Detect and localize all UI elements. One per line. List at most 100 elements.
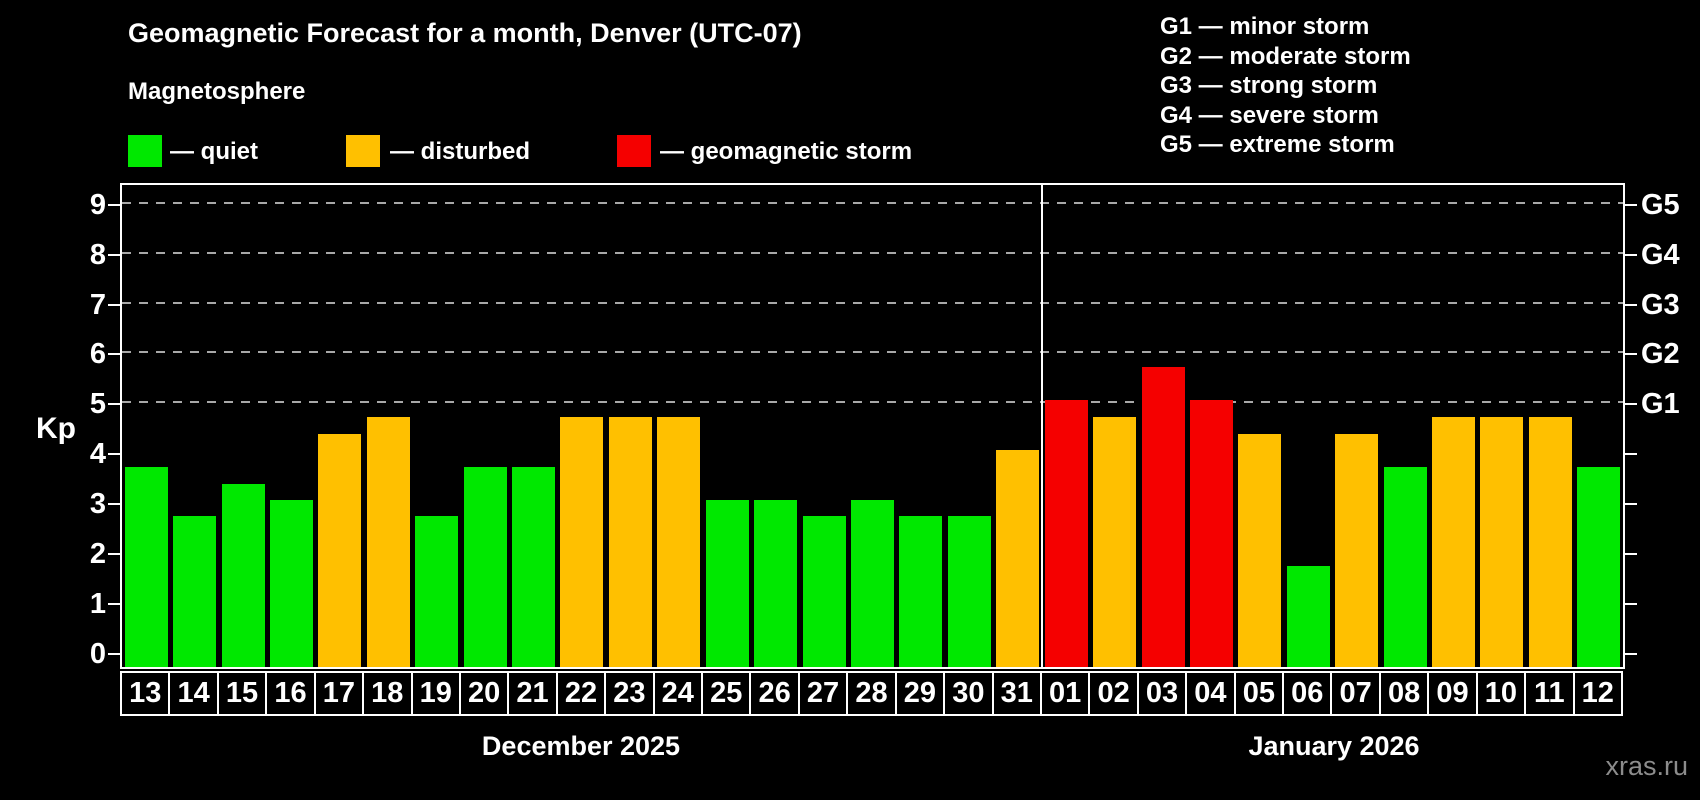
y-tick-label-3: 3 bbox=[89, 488, 106, 520]
kp-bar-jan-12 bbox=[1577, 466, 1621, 667]
kp-bar-dec-25 bbox=[705, 500, 749, 667]
month-label-january: January 2026 bbox=[1248, 731, 1420, 761]
kp-bar-dec-24 bbox=[657, 416, 701, 667]
y-tick-right-0 bbox=[1625, 652, 1637, 655]
y-tick-label-2: 2 bbox=[89, 537, 106, 570]
gridline-kp7 bbox=[122, 301, 1623, 304]
day-label-dec-13: 13 bbox=[120, 671, 171, 716]
kp-bar-dec-26 bbox=[754, 500, 798, 667]
y-tick-label-7: 7 bbox=[89, 288, 106, 321]
gridline-kp6 bbox=[122, 351, 1623, 354]
day-label-dec-21: 21 bbox=[507, 671, 558, 716]
plot-frame bbox=[120, 183, 1625, 669]
day-label-jan-02: 02 bbox=[1088, 671, 1139, 716]
y-tick-right-8 bbox=[1625, 253, 1637, 256]
y-tick-left-1 bbox=[108, 602, 120, 605]
g-scale-label-g1: G1 bbox=[1641, 388, 1680, 421]
day-label-jan-12: 12 bbox=[1572, 671, 1623, 716]
legend-heading: Magnetosphere bbox=[128, 78, 306, 105]
chart-title: Geomagnetic Forecast for a month, Denver… bbox=[128, 18, 802, 48]
day-label-dec-24: 24 bbox=[652, 671, 704, 716]
day-label-jan-04: 04 bbox=[1185, 671, 1236, 716]
g-scale-label-g5: G5 bbox=[1641, 188, 1680, 221]
kp-bar-dec-17 bbox=[318, 433, 362, 667]
kp-bar-dec-13 bbox=[124, 466, 168, 667]
y-tick-right-3 bbox=[1625, 503, 1637, 505]
day-label-dec-29: 29 bbox=[894, 671, 946, 716]
kp-bar-dec-20 bbox=[463, 466, 507, 667]
g-scale-legend: G1 — minor storm G2 — moderate storm G3 … bbox=[1160, 12, 1411, 160]
y-tick-right-6 bbox=[1625, 353, 1637, 356]
gridline-kp9 bbox=[122, 201, 1623, 204]
kp-bar-dec-22 bbox=[560, 416, 604, 667]
y-tick-right-1 bbox=[1625, 602, 1637, 605]
y-tick-left-9 bbox=[108, 203, 120, 206]
day-label-dec-22: 22 bbox=[555, 671, 607, 716]
kp-bar-jan-09 bbox=[1432, 416, 1476, 667]
kp-bar-jan-11 bbox=[1528, 416, 1572, 667]
g-scale-label-g2: G2 bbox=[1641, 338, 1680, 371]
day-label-dec-17: 17 bbox=[313, 671, 365, 716]
day-label-dec-26: 26 bbox=[749, 671, 800, 716]
quiet-legend-label: — quiet bbox=[170, 138, 258, 165]
gridline-kp8 bbox=[122, 251, 1623, 254]
y-tick-right-5 bbox=[1625, 403, 1637, 406]
y-tick-left-8 bbox=[108, 253, 120, 256]
kp-bar-jan-08 bbox=[1383, 466, 1427, 667]
kp-bar-dec-31 bbox=[996, 450, 1040, 667]
day-label-jan-09: 09 bbox=[1427, 671, 1478, 716]
day-label-jan-05: 05 bbox=[1233, 671, 1285, 716]
day-label-row: 13 14 15 16 17 18 19 20 21 22 23 24 25 26 27 28 29 30 31 01… bbox=[120, 671, 1629, 716]
kp-bar-dec-16 bbox=[269, 500, 313, 667]
kp-bar-dec-30 bbox=[947, 516, 991, 667]
day-label-dec-23: 23 bbox=[604, 671, 655, 716]
watermark: xras.ru bbox=[1605, 751, 1688, 781]
y-tick-left-7 bbox=[108, 303, 120, 306]
day-label-dec-16: 16 bbox=[265, 671, 316, 716]
y-tick-label-1: 1 bbox=[89, 587, 106, 620]
day-label-dec-20: 20 bbox=[458, 671, 510, 716]
y-tick-right-9 bbox=[1625, 203, 1637, 206]
day-label-dec-19: 19 bbox=[410, 671, 461, 716]
month-divider-line bbox=[1040, 185, 1043, 667]
day-label-jan-06: 06 bbox=[1282, 671, 1333, 716]
y-tick-label-6: 6 bbox=[89, 338, 106, 371]
day-label-jan-07: 07 bbox=[1330, 671, 1381, 716]
kp-bar-jan-07 bbox=[1335, 433, 1379, 667]
kp-bar-dec-19 bbox=[415, 516, 459, 667]
storm-color-swatch bbox=[617, 135, 651, 167]
plot-area bbox=[122, 185, 1623, 667]
gridline-kp5 bbox=[122, 401, 1623, 404]
day-label-dec-30: 30 bbox=[943, 671, 994, 716]
day-label-dec-27: 27 bbox=[797, 671, 849, 716]
g4-legend-line: G4 — severe storm bbox=[1160, 101, 1379, 129]
y-tick-left-4 bbox=[108, 453, 120, 456]
kp-bar-jan-06 bbox=[1286, 566, 1330, 667]
day-label-jan-10: 10 bbox=[1475, 671, 1527, 716]
g-scale-label-g4: G4 bbox=[1641, 238, 1680, 271]
y-tick-left-3 bbox=[108, 503, 120, 505]
y-tick-label-9: 9 bbox=[89, 188, 106, 221]
y-axis-title: Kp bbox=[36, 412, 76, 446]
y-tick-label-8: 8 bbox=[89, 238, 106, 271]
kp-bar-jan-10 bbox=[1480, 416, 1524, 667]
day-label-dec-14: 14 bbox=[168, 671, 219, 716]
g2-legend-line: G2 — moderate storm bbox=[1160, 42, 1411, 70]
kp-bar-jan-04 bbox=[1189, 400, 1233, 667]
g1-legend-line: G1 — minor storm bbox=[1160, 13, 1370, 40]
y-tick-left-6 bbox=[108, 353, 120, 356]
kp-bar-jan-05 bbox=[1238, 433, 1282, 667]
kp-bar-dec-23 bbox=[608, 416, 652, 667]
y-tick-label-0: 0 bbox=[89, 637, 106, 670]
y-tick-left-5 bbox=[108, 403, 120, 406]
g5-legend-line: G5 — extreme storm bbox=[1160, 131, 1395, 158]
y-tick-left-2 bbox=[108, 552, 120, 555]
kp-bar-jan-02 bbox=[1093, 416, 1137, 667]
y-tick-right-4 bbox=[1625, 453, 1637, 456]
day-label-jan-11: 11 bbox=[1524, 671, 1575, 716]
day-label-dec-31: 31 bbox=[991, 671, 1042, 716]
kp-bar-dec-27 bbox=[802, 516, 846, 667]
storm-legend-label: — geomagnetic storm bbox=[660, 138, 913, 165]
kp-bar-dec-21 bbox=[512, 466, 556, 667]
month-label-december: December 2025 bbox=[481, 731, 681, 761]
